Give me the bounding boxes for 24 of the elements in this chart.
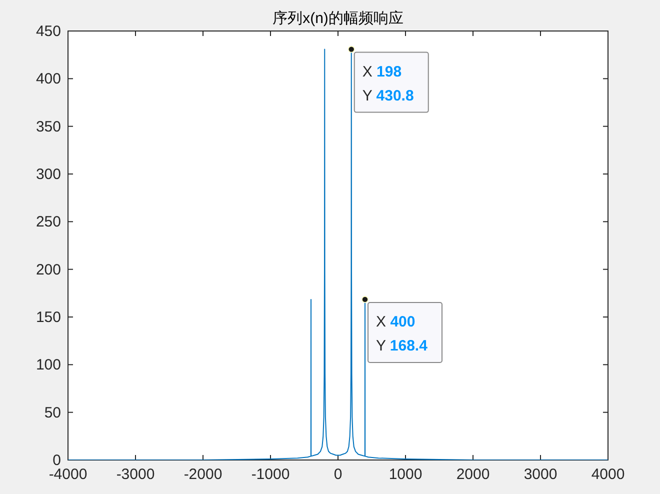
y-tick-label: 50 <box>44 404 61 422</box>
x-tick-label: 1000 <box>388 466 422 483</box>
y-tick-label: 0 <box>52 452 61 469</box>
y-tick-label: 100 <box>36 356 61 374</box>
annotation: X 400 Y 168.4 <box>362 296 442 363</box>
annotation: X 198 Y 430.8 <box>362 63 414 104</box>
x-tick-label: 0 <box>334 466 342 483</box>
annotation: X 400 Y 168.4 <box>376 313 428 354</box>
y-tick-label: 450 <box>36 23 61 40</box>
y-tick-label: 200 <box>36 261 61 278</box>
y-tick-label: 250 <box>36 214 61 231</box>
annotation: X 198 Y 430.8 <box>348 46 429 113</box>
y-tick-label: 150 <box>36 309 61 326</box>
x-tick-label: -1000 <box>251 466 290 483</box>
x-tick-label: 4000 <box>591 466 625 483</box>
y-tick-label: 300 <box>36 166 61 183</box>
chart-title: 序列x(n)的幅频响应 <box>272 10 404 27</box>
x-tick-label: -3000 <box>116 466 155 483</box>
x-tick-label: 2000 <box>456 466 490 483</box>
x-tick-label: -2000 <box>184 466 222 483</box>
y-tick-label: 350 <box>36 118 61 136</box>
x-tick-label: -4000 <box>48 466 88 483</box>
y-tick-label: 400 <box>36 70 61 88</box>
x-tick-label: 3000 <box>524 466 558 483</box>
